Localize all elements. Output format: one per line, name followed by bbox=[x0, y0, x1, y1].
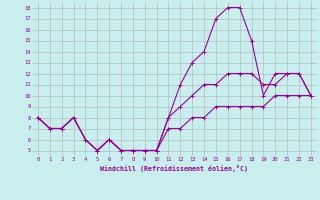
X-axis label: Windchill (Refroidissement éolien,°C): Windchill (Refroidissement éolien,°C) bbox=[100, 165, 248, 172]
